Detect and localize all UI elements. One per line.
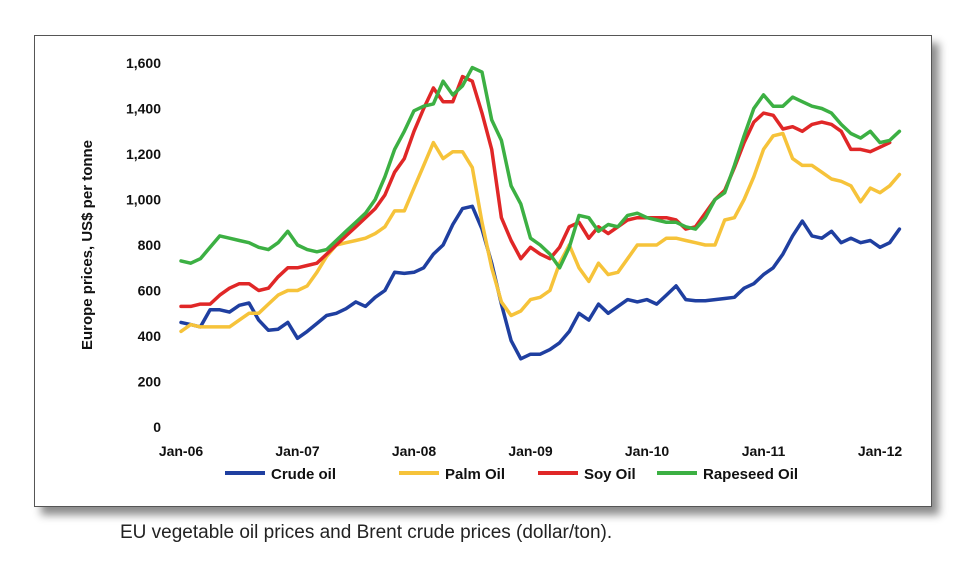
line-chart: Europe prices, US$ per tonne 0 200 400 600 8… xyxy=(79,55,903,483)
y-axis-label: Europe prices, US$ per tonne xyxy=(79,140,96,350)
series-line-rapeseed-oil xyxy=(179,65,902,270)
y-tick-label: 0 xyxy=(153,419,161,435)
legend-label: Palm Oil xyxy=(445,466,505,483)
series-line-palm-oil xyxy=(179,131,902,334)
x-tick-label: Jan-07 xyxy=(275,443,320,459)
x-tick-label: Jan-09 xyxy=(508,443,553,459)
y-tick-label: 1,000 xyxy=(126,192,161,208)
legend-label: Soy Oil xyxy=(584,466,636,483)
y-tick-label: 200 xyxy=(138,374,162,390)
y-tick-label: 1,400 xyxy=(126,101,161,117)
x-tick-label: Jan-11 xyxy=(742,443,786,459)
series-line-crude-oil xyxy=(179,204,902,361)
y-tick-label: 1,200 xyxy=(126,146,161,162)
chart-frame: Europe prices, US$ per tonne 0 200 400 600 8… xyxy=(34,35,932,507)
y-tick-label: 600 xyxy=(138,283,162,299)
y-tick-label: 800 xyxy=(138,237,162,253)
legend-label: Rapeseed Oil xyxy=(703,466,798,483)
x-tick-label: Jan-12 xyxy=(858,443,903,459)
y-tick-label: 1,600 xyxy=(126,55,161,71)
x-tick-label: Jan-08 xyxy=(392,443,437,459)
series-line-soy-oil xyxy=(179,74,892,309)
y-tick-label: 400 xyxy=(138,328,162,344)
x-tick-label: Jan-06 xyxy=(159,443,204,459)
legend-label: Crude oil xyxy=(271,466,336,483)
x-tick-label: Jan-10 xyxy=(625,443,670,459)
chart-caption: EU vegetable oil prices and Brent crude … xyxy=(120,522,613,543)
